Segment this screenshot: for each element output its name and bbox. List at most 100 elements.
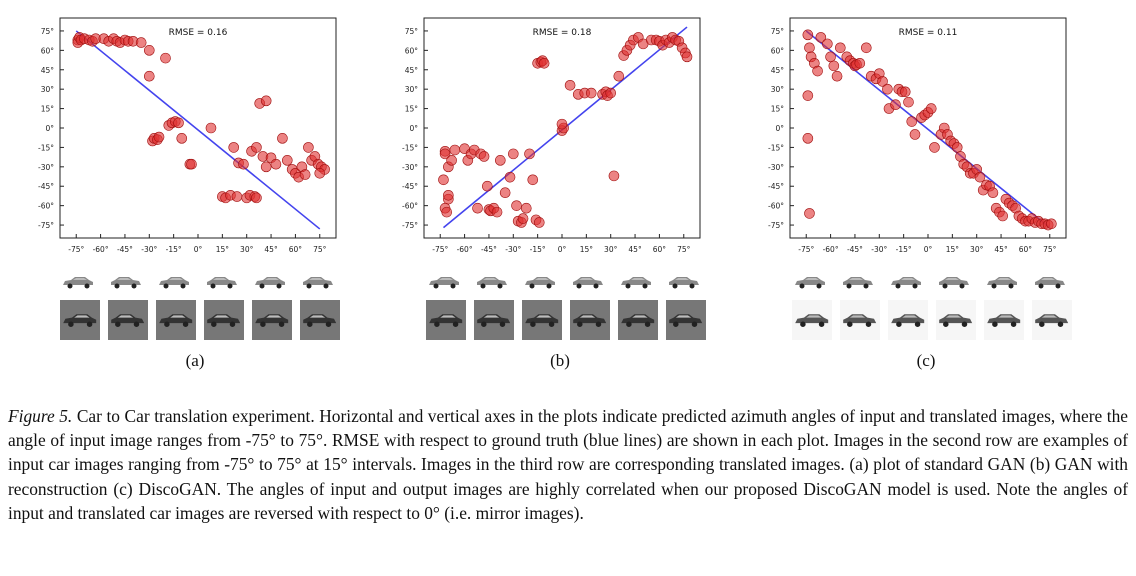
x-tick-label-b: -75° [432,245,448,254]
y-tick-label-c: -15° [768,143,784,152]
input-car-image [570,272,606,292]
translated-car-image [522,300,562,340]
data-point-c [987,187,999,199]
x-tick-label-c: -60° [823,245,839,254]
input-car-image [204,272,240,292]
x-tick-label-b: -60° [457,245,473,254]
y-tick-label-a: -75° [38,221,54,230]
data-point-c [815,32,827,43]
input-car-image [666,272,702,292]
data-point-b [507,148,519,160]
translated-car-image [840,300,880,340]
data-point-c [899,86,911,98]
input-car-image [474,272,510,292]
translated-car-image [60,300,100,340]
y-tick-label-a: -30° [38,163,54,172]
y-tick-label-b: 15° [405,105,419,114]
data-point-b [517,213,529,224]
data-point-a [135,37,147,48]
translated-car-image [792,300,832,340]
x-tick-label-a: 15° [216,245,230,254]
data-point-a [160,52,171,64]
data-point-b [524,148,535,160]
ground-truth-line-a [75,30,321,230]
translated-car-image [984,300,1024,340]
input-car-image [792,272,828,292]
x-tick-label-b: -15° [530,245,546,254]
input-car-image [618,272,654,292]
x-tick-label-c: 30° [970,245,984,254]
y-tick-label-a: 0° [45,124,54,133]
data-point-c [890,99,901,111]
data-point-b [478,151,490,162]
data-point-a [277,133,288,144]
data-point-b [495,155,506,166]
input-car-row-b [426,272,714,292]
data-point-c [828,60,840,72]
data-point-c [882,83,893,95]
data-point-c [854,57,866,69]
data-point-b [491,206,503,218]
data-point-c [861,42,872,54]
panel-label-a: (a) [185,351,205,370]
data-point-c [929,142,940,153]
input-car-row-c [792,272,1080,292]
data-point-a [205,122,217,134]
data-point-b [533,217,545,228]
y-tick-label-c: -60° [768,202,784,211]
y-tick-label-b: -30° [402,163,418,172]
x-tick-label-a: 60° [289,245,303,254]
y-tick-label-b: -45° [402,182,418,191]
x-tick-label-b: 15° [580,245,594,254]
data-point-b [443,189,454,201]
data-point-c [804,42,815,54]
y-tick-label-a: -45° [38,182,54,191]
data-point-b [439,148,451,160]
y-tick-label-b: -15° [402,143,418,152]
data-point-b [438,174,449,186]
x-tick-label-a: -30° [141,245,157,254]
y-tick-label-b: 75° [405,27,419,36]
translated-car-image [252,300,292,340]
data-point-a [173,117,184,129]
translated-car-image [204,300,244,340]
data-point-a [186,158,197,170]
translated-car-row-b [426,300,714,340]
y-tick-label-b: -60° [402,202,418,211]
translated-car-image [936,300,976,340]
data-point-b [585,87,597,99]
data-point-c [906,116,918,127]
translated-car-row-c [792,300,1080,340]
data-point-a [143,70,155,82]
y-tick-label-b: 0° [409,124,418,133]
data-point-a [299,169,311,180]
input-car-image [60,272,96,292]
y-tick-label-a: 45° [41,66,55,75]
data-point-c [974,171,986,183]
translated-car-image [666,300,706,340]
x-tick-label-c: 45° [994,245,1008,254]
y-tick-label-c: 75° [771,27,785,36]
x-tick-label-c: -15° [896,245,912,254]
input-car-row-a [60,272,348,292]
data-point-c [903,96,914,108]
data-point-a [238,158,249,170]
translated-car-image [888,300,928,340]
x-tick-label-c: -30° [871,245,887,254]
data-point-a [176,133,188,144]
x-tick-label-b: 75° [677,245,691,254]
figure-plots: -75° -60° -45° -30° -15° 0° 15° 30° 45° 60° 75° 75°… [38,17,1067,254]
data-point-c [951,142,963,153]
data-point-b [605,87,617,99]
data-point-a [228,142,240,153]
x-tick-label-a: -75° [68,245,84,254]
x-tick-label-a: -45° [117,245,133,254]
x-tick-label-a: -15° [166,245,182,254]
input-car-image [426,272,462,292]
y-tick-label-c: 0° [775,124,784,133]
data-point-c [909,129,921,140]
y-tick-label-c: 60° [771,46,785,55]
x-tick-label-b: -45° [481,245,497,254]
translated-car-image [1032,300,1072,340]
x-tick-label-a: 0° [194,245,203,254]
